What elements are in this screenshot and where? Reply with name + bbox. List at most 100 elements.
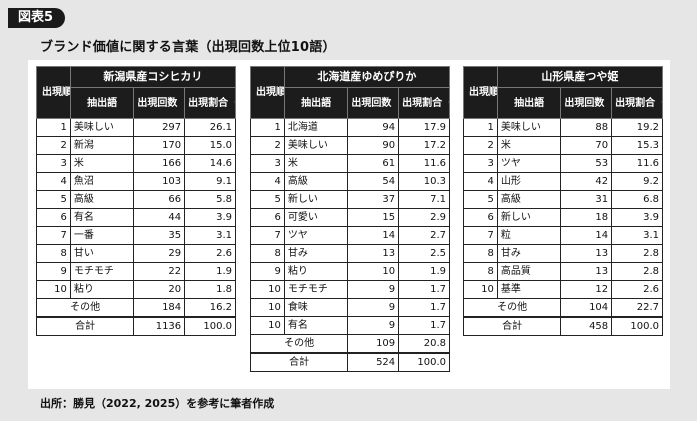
count-cell: 94 [347, 118, 400, 137]
rank-cell: 10 [250, 298, 285, 317]
total-count-cell: 524 [347, 352, 400, 372]
word-cell: 高品質 [496, 262, 562, 281]
rank-cell: 3 [36, 154, 71, 173]
rank-cell: 7 [463, 226, 498, 245]
rank-cell: 2 [250, 136, 285, 155]
rank-cell: 4 [250, 172, 285, 191]
ratio-cell: 3.1 [184, 226, 236, 245]
ratio-header: 出現割合（%） [184, 87, 236, 119]
count-cell: 9 [347, 316, 400, 335]
count-cell: 70 [560, 136, 613, 155]
word-cell: 有名 [69, 208, 135, 227]
ratio-cell: 1.8 [184, 280, 236, 299]
ratio-cell: 14.6 [184, 154, 236, 173]
table-row: 4 高級 54 10.3 [250, 172, 450, 191]
rank-cell: 3 [250, 154, 285, 173]
rank-cell: 1 [250, 118, 285, 137]
total-label-cell: 合計 [35, 316, 135, 336]
ratio-cell: 2.5 [398, 244, 450, 263]
table-row: 8 甘い 29 2.6 [36, 244, 236, 263]
table-row: 9 モチモチ 22 1.9 [36, 262, 236, 281]
count-cell: 13 [560, 244, 613, 263]
count-cell: 35 [133, 226, 186, 245]
ratio-cell: 3.1 [611, 226, 663, 245]
ratio-cell: 3.9 [611, 208, 663, 227]
table-row: 3 米 166 14.6 [36, 154, 236, 173]
count-cell: 103 [133, 172, 186, 191]
table-row: 9 粘り 10 1.9 [250, 262, 450, 281]
count-cell: 54 [347, 172, 400, 191]
ratio-cell: 1.7 [398, 316, 450, 335]
word-cell: 高級 [496, 190, 562, 209]
other-ratio-cell: 20.8 [398, 334, 450, 354]
count-cell: 88 [560, 118, 613, 137]
table-row: 7 粒 14 3.1 [463, 226, 663, 245]
count-cell: 29 [133, 244, 186, 263]
word-cell: 有名 [283, 316, 349, 335]
table-row: 1 美味しい 297 26.1 [36, 118, 236, 137]
word-cell: 甘み [496, 244, 562, 263]
ratio-cell: 2.8 [611, 262, 663, 281]
word-cell: 美味しい [69, 118, 135, 137]
table-row: 7 一番 35 3.1 [36, 226, 236, 245]
ratio-cell: 3.9 [184, 208, 236, 227]
table-row: 3 ツヤ 53 11.6 [463, 154, 663, 173]
rank-cell: 6 [36, 208, 71, 227]
total-row: 合計 458 100.0 [462, 316, 663, 336]
count-cell: 15 [347, 208, 400, 227]
table-row: 10 食味 9 1.7 [250, 298, 450, 317]
word-cell: 粒 [496, 226, 562, 245]
other-count-cell: 184 [133, 298, 186, 318]
table-row: 5 高級 66 5.8 [36, 190, 236, 209]
table-row: 2 美味しい 90 17.2 [250, 136, 450, 155]
word-cell: モチモチ [69, 262, 135, 281]
total-count-cell: 1136 [133, 316, 186, 336]
table-row: 10 モチモチ 9 1.7 [250, 280, 450, 299]
table-row: 8 高品質 13 2.8 [463, 262, 663, 281]
word-cell: 米 [69, 154, 135, 173]
ratio-cell: 2.6 [184, 244, 236, 263]
ratio-cell: 1.9 [398, 262, 450, 281]
total-label-cell: 合計 [462, 316, 562, 336]
count-cell: 31 [560, 190, 613, 209]
count-cell: 42 [560, 172, 613, 191]
total-row: 合計 1136 100.0 [35, 316, 236, 336]
table-row: 6 可愛い 15 2.9 [250, 208, 450, 227]
rank-cell: 1 [36, 118, 71, 137]
count-cell: 13 [347, 244, 400, 263]
count-cell: 53 [560, 154, 613, 173]
rank-cell: 7 [36, 226, 71, 245]
table-row: 5 高級 31 6.8 [463, 190, 663, 209]
table-row: 10 有名 9 1.7 [250, 316, 450, 335]
brand-header: 北海道産ゆめぴりか [283, 66, 451, 88]
other-label-cell: その他 [462, 298, 562, 318]
word-cell: 粘り [69, 280, 135, 299]
table-row: 1 北海道 94 17.9 [250, 118, 450, 137]
other-label-cell: その他 [249, 334, 349, 354]
word-cell: 新しい [496, 208, 562, 227]
ratio-cell: 15.3 [611, 136, 663, 155]
ratio-cell: 26.1 [184, 118, 236, 137]
word-cell: ツヤ [283, 226, 349, 245]
ratio-header: 出現割合（%） [398, 87, 450, 119]
total-ratio-cell: 100.0 [184, 316, 236, 336]
word-cell: 甘い [69, 244, 135, 263]
ratio-cell: 2.7 [398, 226, 450, 245]
figure-label: 図表5 [8, 8, 66, 28]
rank-cell: 10 [36, 280, 71, 299]
total-ratio-cell: 100.0 [611, 316, 663, 336]
table-row: 4 魚沼 103 9.1 [36, 172, 236, 191]
count-cell: 170 [133, 136, 186, 155]
count-cell: 10 [347, 262, 400, 281]
count-header: 出現回数（回） [133, 87, 186, 119]
rank-cell: 4 [36, 172, 71, 191]
word-cell: 山形 [496, 172, 562, 191]
word-cell: 高級 [69, 190, 135, 209]
source-note: 出所：勝見（2022, 2025）を参考に筆者作成 [40, 397, 275, 410]
table-row: 2 米 70 15.3 [463, 136, 663, 155]
ratio-cell: 1.7 [398, 298, 450, 317]
table-hokkaido-yumepirika: 出現順位北海道産ゆめぴりか抽出語出現回数（回）出現割合（%）1北海道9417.9… [249, 66, 451, 372]
rank-cell: 1 [463, 118, 498, 137]
